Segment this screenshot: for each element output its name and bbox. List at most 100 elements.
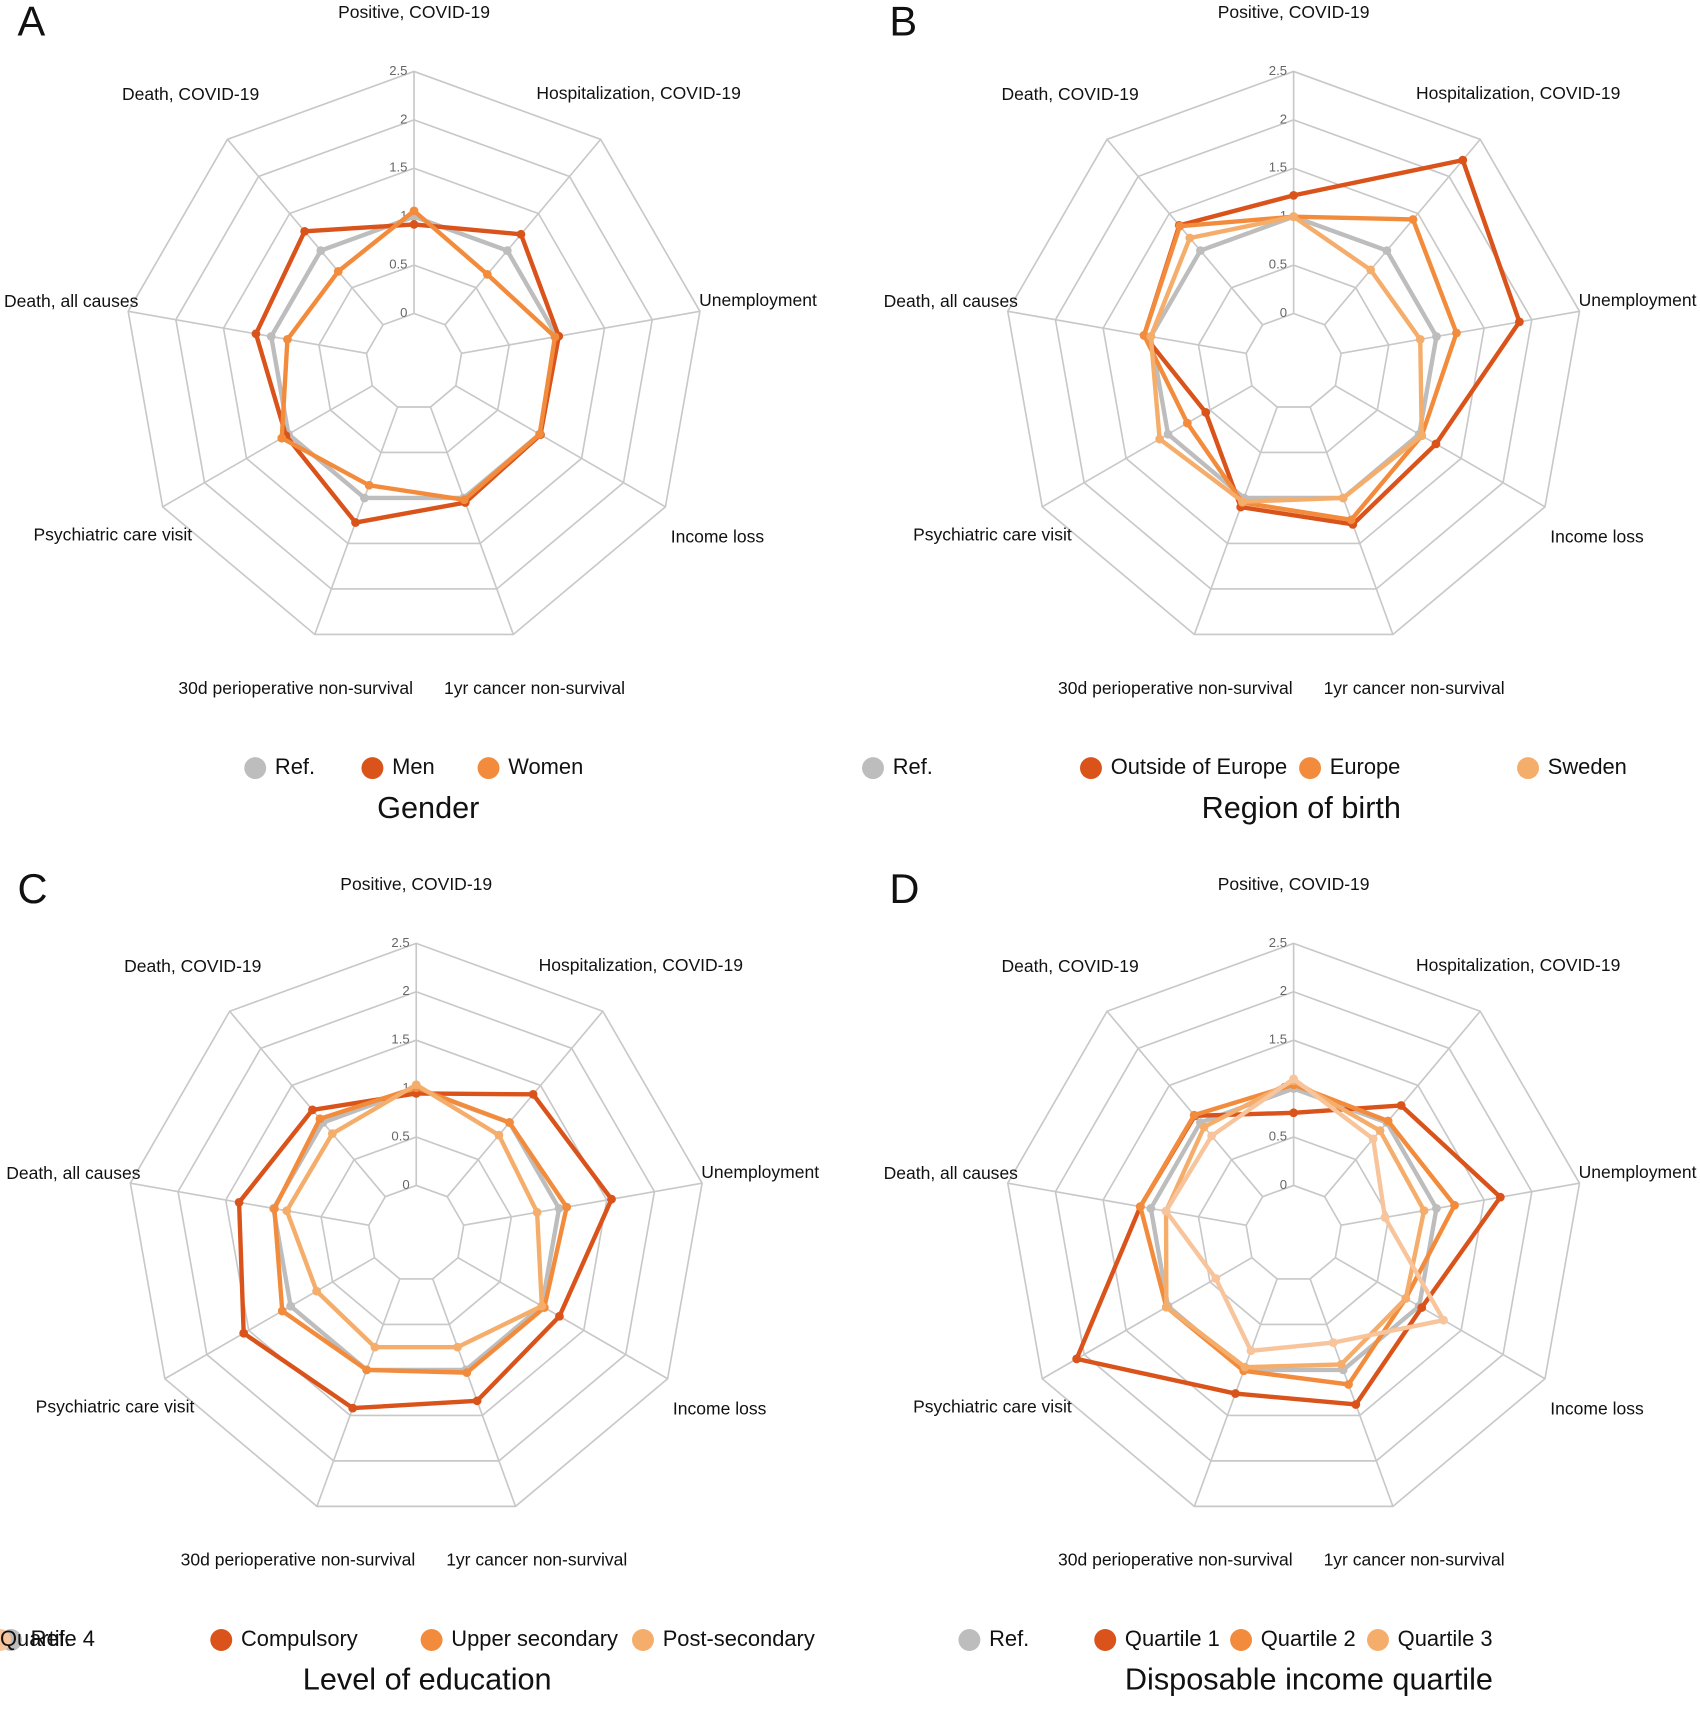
data-point: [1189, 1110, 1199, 1120]
data-point: [1289, 1108, 1299, 1118]
legend-label: Men: [392, 754, 435, 779]
data-point: [1231, 1389, 1240, 1398]
axis-label: 1yr cancer non-survival: [1324, 1550, 1505, 1570]
panel-letter: A: [18, 0, 46, 44]
data-point: [1382, 246, 1392, 255]
axis-label: Psychiatric care visit: [33, 524, 192, 544]
r-tick-label: 2: [1280, 111, 1287, 126]
data-point: [1439, 1315, 1448, 1325]
data-point: [351, 518, 360, 527]
series-line: [1163, 1078, 1427, 1370]
spoke: [162, 385, 373, 508]
r-tick-label: 2.5: [391, 935, 409, 950]
grid-ring: [1006, 942, 1581, 1508]
r-tick-label: 2: [402, 983, 409, 998]
data-point: [316, 246, 326, 255]
axis-label: Unemployment: [1579, 1162, 1697, 1182]
data-point: [1338, 493, 1348, 503]
data-point: [1201, 408, 1211, 417]
data-point: [502, 246, 512, 255]
spoke: [1323, 138, 1481, 326]
data-point: [1458, 155, 1468, 165]
series-line: [1138, 1082, 1457, 1387]
axis-label: 30d perioperative non-survival: [1058, 1550, 1293, 1570]
data-point: [1328, 1338, 1338, 1347]
r-tick-label: 1: [400, 208, 407, 223]
spoke: [1106, 1010, 1264, 1198]
grid-ring: [318, 264, 511, 454]
axis-label: Death, all causes: [4, 291, 139, 311]
data-point: [459, 495, 469, 505]
axis-label: 30d perioperative non-survival: [181, 1550, 416, 1570]
grid-ring: [1197, 1136, 1390, 1326]
data-point: [1161, 1206, 1171, 1216]
spoke: [229, 1010, 386, 1198]
grid-ring: [1245, 1184, 1342, 1280]
grid-ring: [1102, 167, 1485, 545]
data-point: [1351, 1400, 1361, 1409]
spoke: [461, 310, 701, 355]
data-point: [277, 1306, 287, 1316]
spoke: [164, 1256, 375, 1380]
legend-marker: [862, 757, 884, 780]
grid-ring: [1245, 312, 1342, 408]
r-tick-label: 1: [402, 1080, 409, 1095]
chart-title: Level of education: [303, 1663, 552, 1697]
r-tick-label: 0: [1280, 1177, 1287, 1192]
data-point: [327, 1129, 337, 1139]
axis-label: Death, all causes: [6, 1163, 141, 1183]
axis-label: 1yr cancer non-survival: [444, 678, 625, 698]
legend-label: Europe: [1330, 754, 1401, 779]
axis-label: Unemployment: [701, 1162, 819, 1182]
r-tick-label: 1.5: [1269, 1032, 1287, 1047]
axis-label: Income loss: [671, 527, 765, 547]
chart-title: Disposable income quartile: [1125, 1663, 1493, 1697]
axis-label: Death, COVID-19: [122, 84, 259, 104]
data-point: [1452, 328, 1461, 338]
series-line: [269, 214, 560, 501]
legend-label: Quartile 1: [1125, 1626, 1220, 1651]
data-point: [1238, 497, 1248, 507]
data-point: [1383, 1116, 1393, 1126]
grid-ring: [365, 312, 463, 408]
spoke: [1193, 406, 1278, 635]
spoke: [1007, 310, 1247, 355]
panel-letter: B: [889, 0, 917, 44]
legend-label: Women: [508, 754, 583, 779]
grid-ring: [1006, 70, 1581, 636]
axis-label: 1yr cancer non-survival: [446, 1550, 627, 1570]
legend-label: Upper secondary: [451, 1626, 618, 1651]
r-tick-label: 0: [400, 305, 407, 320]
data-point: [315, 1114, 325, 1124]
data-point: [472, 1396, 482, 1406]
data-point: [251, 329, 261, 339]
data-point: [532, 1207, 542, 1217]
data-point: [453, 1342, 462, 1352]
spoke: [446, 1010, 604, 1198]
grid-ring: [177, 990, 656, 1462]
legend-label: Ref.: [893, 754, 933, 779]
legend-label: Ref.: [989, 1626, 1029, 1651]
data-point: [516, 229, 526, 239]
data-point: [362, 1365, 372, 1375]
grid-ring: [222, 167, 606, 545]
r-tick-label: 1.5: [391, 1032, 409, 1047]
data-point: [1246, 1346, 1256, 1356]
r-tick-label: 1.5: [389, 160, 407, 175]
legend-label: Ref.: [275, 754, 315, 779]
axis-label: Death, COVID-19: [1002, 956, 1139, 976]
r-tick-label: 2: [1280, 983, 1287, 998]
r-tick-label: 0: [1280, 305, 1287, 320]
data-point: [312, 1286, 322, 1296]
axis-label: Positive, COVID-19: [1218, 2, 1370, 22]
axis-label: Income loss: [1550, 527, 1644, 547]
series-line: [284, 1082, 545, 1350]
axis-label: Hospitalization, COVID-19: [536, 83, 740, 103]
data-point: [1417, 431, 1427, 441]
data-point: [364, 480, 374, 490]
data-point: [1368, 1134, 1378, 1144]
r-tick-label: 0: [402, 1177, 409, 1192]
spoke: [316, 1278, 401, 1507]
r-tick-label: 0.5: [389, 257, 407, 272]
data-point: [554, 1204, 564, 1213]
